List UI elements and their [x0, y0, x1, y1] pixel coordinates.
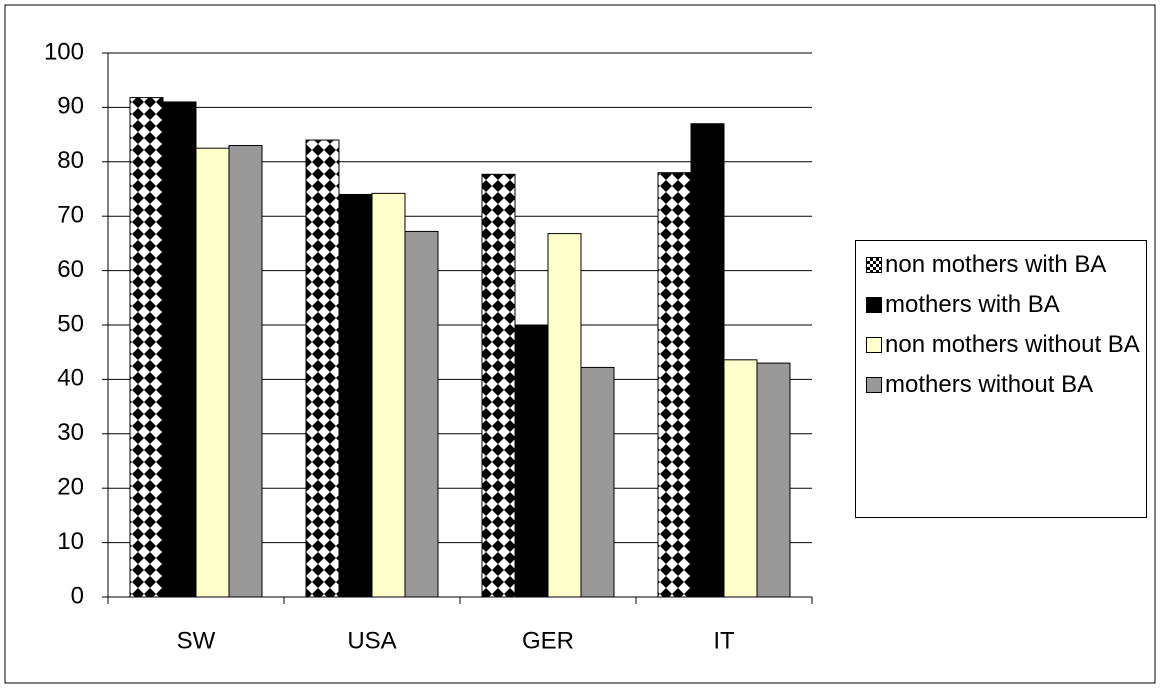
- y-tick-label: 0: [71, 582, 84, 609]
- y-tick-label: 90: [57, 93, 84, 120]
- bar: [547, 233, 582, 598]
- bar: [162, 101, 197, 598]
- legend-entry: mothers with BA: [866, 289, 1140, 321]
- bar: [404, 230, 439, 598]
- legend-swatch: [866, 337, 882, 353]
- legend-label: non mothers with BA: [885, 251, 1107, 278]
- legend-label: mothers with BA: [885, 291, 1060, 318]
- legend-swatch: [866, 297, 882, 313]
- legend-label: non mothers without BA: [885, 331, 1140, 358]
- x-tick-label: SW: [177, 627, 216, 654]
- bar: [228, 144, 263, 598]
- bar: [756, 362, 791, 598]
- y-tick-label: 10: [57, 528, 84, 555]
- x-tick-label: USA: [347, 627, 396, 654]
- legend-entry: non mothers without BA: [866, 329, 1140, 361]
- bar: [129, 97, 164, 598]
- bar: [481, 173, 516, 598]
- y-tick-label: 30: [57, 419, 84, 446]
- x-tick-label: GER: [522, 627, 574, 654]
- y-tick-label: 80: [57, 147, 84, 174]
- legend-swatch: [866, 257, 882, 273]
- y-tick-label: 40: [57, 365, 84, 392]
- bar: [338, 193, 373, 598]
- bar: [371, 192, 406, 598]
- legend-swatch: [866, 377, 882, 393]
- bar: [514, 324, 549, 598]
- legend: non mothers with BA mothers with BA non mo…: [855, 240, 1147, 518]
- y-tick-label: 100: [44, 38, 84, 65]
- y-tick-label: 20: [57, 474, 84, 501]
- bar: [580, 366, 615, 598]
- y-tick-label: 50: [57, 310, 84, 337]
- legend-entry: mothers without BA: [866, 369, 1140, 401]
- bar: [305, 139, 340, 598]
- bar: [657, 172, 692, 598]
- bar: [723, 359, 758, 598]
- bar: [195, 147, 230, 598]
- bar: [690, 123, 725, 598]
- y-tick-label: 60: [57, 256, 84, 283]
- x-tick-label: IT: [713, 627, 735, 654]
- legend-entry: non mothers with BA: [866, 249, 1140, 281]
- legend-label: mothers without BA: [885, 371, 1094, 398]
- y-tick-label: 70: [57, 202, 84, 229]
